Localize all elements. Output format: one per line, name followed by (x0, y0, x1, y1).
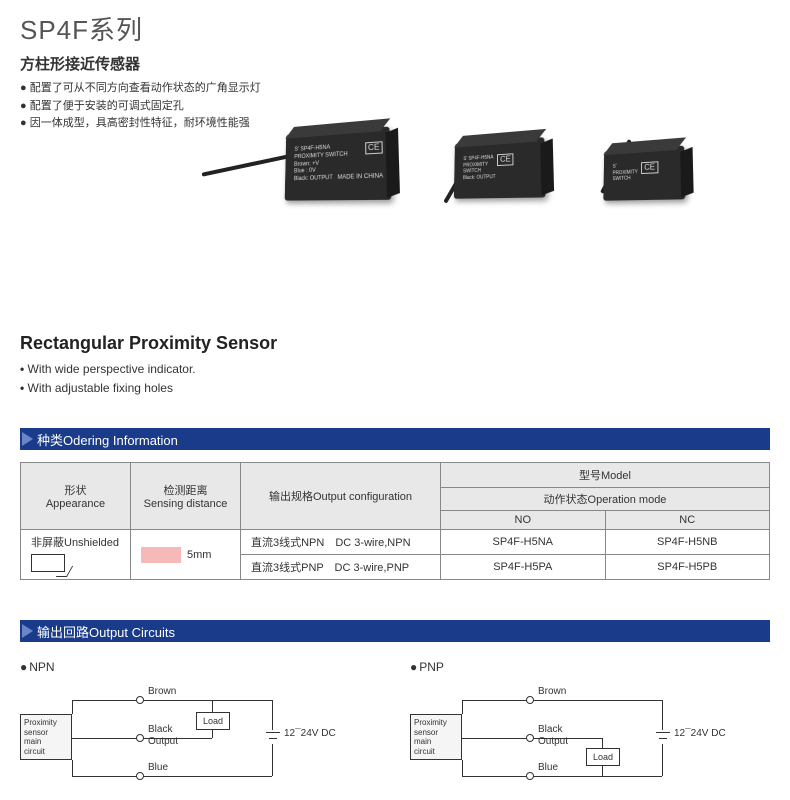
th-no: NO (441, 511, 606, 529)
terminal-icon (526, 696, 534, 704)
npn-circuit: NPN Proximity sensor main circuit Brown … (20, 660, 350, 800)
terminal-icon (136, 696, 144, 704)
wire-label-output: Output (538, 736, 568, 747)
th-op-mode: 动作状态Operation mode (441, 488, 769, 511)
eng-bullet: With wide perspective indicator. (20, 360, 770, 379)
th-model: 型号Model (441, 463, 770, 488)
section-header-ordering: 种类Odering Information (20, 428, 770, 450)
page-subtitle: 方柱形接近传感器 (20, 53, 770, 74)
td-no: SP4F‑H5NA (441, 530, 606, 555)
wire-label-brown: Brown (148, 686, 176, 697)
wire-label-black: Black (538, 724, 562, 735)
pnp-diagram: Proximity sensor main circuit Brown Blac… (410, 680, 740, 800)
load-box: Load (196, 712, 230, 730)
wire-label-blue: Blue (148, 762, 168, 773)
wire-label-black: Black (148, 724, 172, 735)
th-nc: NC (606, 511, 770, 529)
terminal-icon (526, 772, 534, 780)
td-nc: SP4F‑H5NB (605, 530, 770, 555)
eng-bullet: With adjustable fixing holes (20, 379, 770, 398)
td-cfg: 直流3线式NPN DC 3‑wire,NPN (241, 530, 441, 555)
wire-label-brown: Brown (538, 686, 566, 697)
circuit-label: PNP (410, 660, 740, 674)
terminal-icon (526, 734, 534, 742)
td-sensing: 5mm (131, 530, 241, 580)
section-title: 种类Odering Information (37, 430, 178, 449)
load-box: Load (586, 748, 620, 766)
supply-label: 12¯24V DC (284, 728, 336, 739)
supply-label: 12¯24V DC (674, 728, 726, 739)
shape-icon (31, 554, 65, 572)
wire-label-output: Output (148, 736, 178, 747)
th-sensing: 检测距离 Sensing distance (131, 463, 241, 530)
distance-swatch (141, 547, 181, 563)
npn-diagram: Proximity sensor main circuit Brown Blac… (20, 680, 350, 800)
wire-label-blue: Blue (538, 762, 558, 773)
product-image: S' SP4F-H5NA CE PROXIMITY SWITCH Brown: … (240, 100, 760, 290)
section-header-circuits: 输出回路Output Circuits (20, 620, 770, 642)
main-circuit-box: Proximity sensor main circuit (20, 714, 72, 760)
td-no: SP4F‑H5PA (441, 555, 606, 580)
eng-title: Rectangular Proximity Sensor (20, 333, 770, 354)
section-title: 输出回路Output Circuits (37, 622, 175, 641)
th-appearance: 形状 Appearance (21, 463, 131, 530)
td-appearance: 非屏蔽Unshielded (21, 530, 131, 580)
page-title: SP4F系列 (20, 10, 770, 47)
td-nc: SP4F‑H5PB (605, 555, 770, 580)
pnp-circuit: PNP Proximity sensor main circuit Brown … (410, 660, 740, 800)
terminal-icon (136, 772, 144, 780)
main-circuit-box: Proximity sensor main circuit (410, 714, 462, 760)
arrow-icon (22, 432, 33, 446)
arrow-icon (22, 624, 33, 638)
td-cfg: 直流3线式PNP DC 3‑wire,PNP (241, 555, 441, 580)
eng-bullet-list: With wide perspective indicator. With ad… (20, 360, 770, 398)
th-output-cfg: 输出规格Output configuration (241, 463, 441, 530)
ordering-table: 形状 Appearance 检测距离 Sensing distance 输出规格… (20, 462, 770, 580)
circuit-label: NPN (20, 660, 350, 674)
terminal-icon (136, 734, 144, 742)
cn-bullet: 配置了可从不同方向查看动作状态的广角显示灯 (20, 80, 770, 98)
